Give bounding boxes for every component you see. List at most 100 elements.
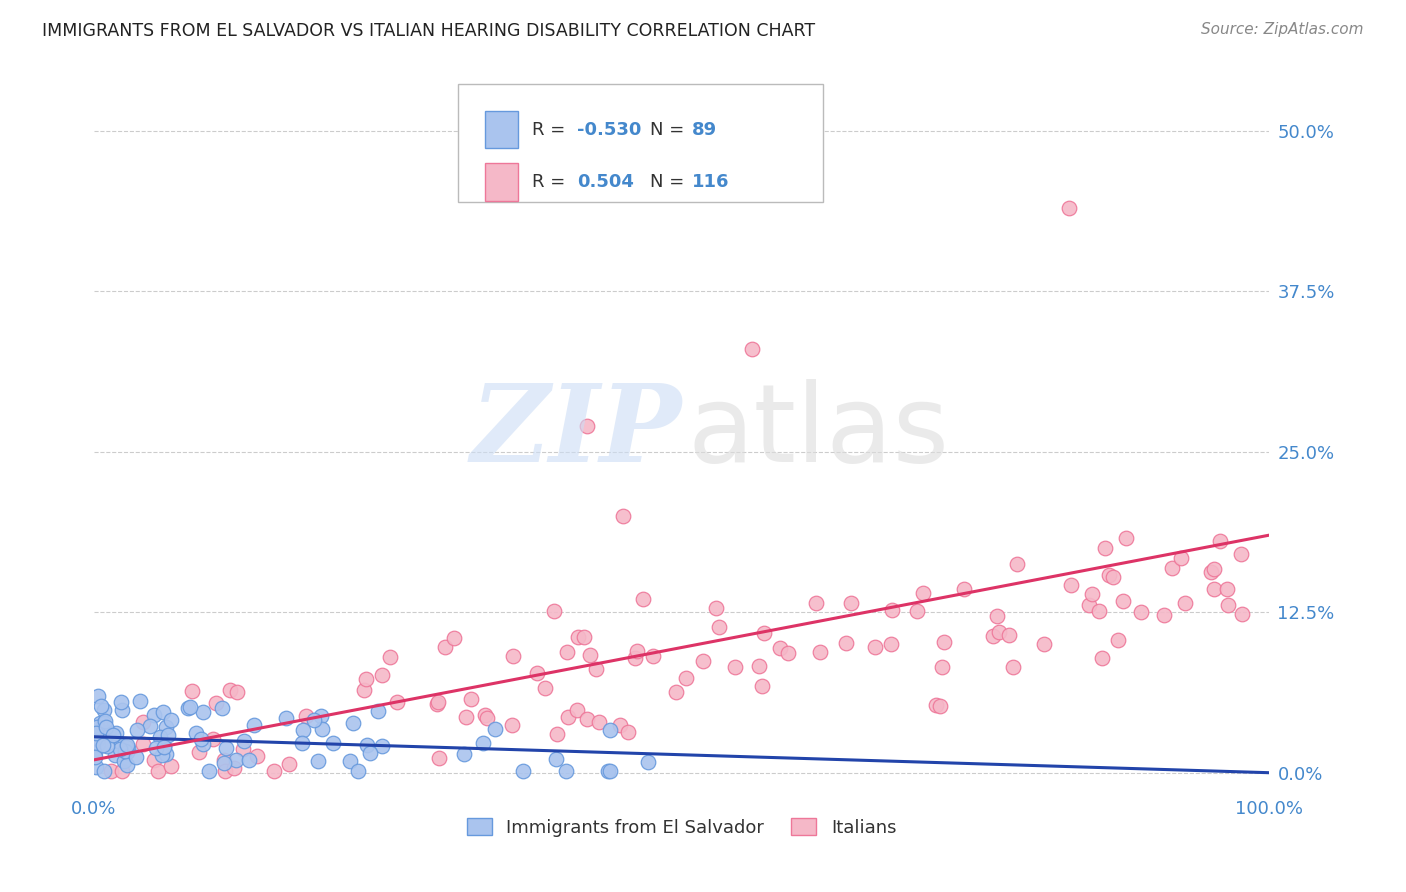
Point	[93, 764, 115, 779]
Point	[928, 699, 950, 714]
Point	[1081, 587, 1104, 601]
Point	[367, 704, 389, 718]
Point	[453, 747, 475, 761]
Point	[353, 683, 375, 698]
Point	[84, 725, 107, 739]
Point	[238, 753, 260, 767]
Point	[263, 764, 285, 779]
Point	[385, 695, 408, 709]
Point	[643, 648, 665, 663]
Text: N =: N =	[650, 173, 690, 191]
Point	[232, 742, 254, 756]
Point	[114, 744, 136, 758]
Point	[880, 637, 903, 651]
Point	[460, 692, 482, 706]
Point	[311, 723, 333, 737]
Point	[434, 640, 457, 654]
Point	[89, 716, 111, 731]
Point	[778, 646, 800, 660]
Point	[1102, 570, 1125, 584]
Point	[322, 736, 344, 750]
Point	[152, 739, 174, 753]
Point	[768, 641, 790, 656]
Point	[575, 712, 598, 726]
Point	[617, 725, 640, 739]
Point	[1107, 632, 1129, 647]
Point	[633, 591, 655, 606]
Point	[1199, 565, 1222, 579]
Point	[104, 726, 127, 740]
Point	[931, 660, 953, 674]
Point	[143, 708, 166, 723]
Point	[87, 690, 110, 704]
Point	[427, 695, 450, 709]
Point	[94, 720, 117, 734]
Point	[512, 764, 534, 779]
Point	[150, 748, 173, 763]
Point	[834, 635, 856, 649]
Point	[612, 508, 634, 523]
Point	[97, 726, 120, 740]
Point	[91, 738, 114, 752]
Point	[1202, 562, 1225, 576]
Point	[526, 666, 548, 681]
Point	[181, 683, 204, 698]
Point	[502, 649, 524, 664]
Point	[225, 685, 247, 699]
Point	[152, 706, 174, 720]
Point	[546, 727, 568, 741]
Point	[1170, 551, 1192, 566]
Point	[988, 624, 1011, 639]
Point	[579, 648, 602, 663]
Point	[115, 738, 138, 752]
Point	[981, 629, 1004, 643]
Point	[153, 739, 176, 754]
Text: 89: 89	[692, 120, 717, 139]
Point	[139, 719, 162, 733]
Point	[93, 716, 115, 731]
Point	[295, 708, 318, 723]
Point	[576, 419, 599, 434]
Point	[598, 764, 620, 779]
Point	[156, 727, 179, 741]
Point	[278, 756, 301, 771]
Point	[475, 711, 498, 725]
Point	[572, 630, 595, 644]
Point	[198, 764, 221, 779]
Point	[132, 714, 155, 729]
Point	[90, 698, 112, 713]
Point	[155, 720, 177, 734]
Point	[534, 681, 557, 695]
Point	[114, 754, 136, 768]
Point	[274, 711, 297, 725]
Point	[1174, 596, 1197, 610]
Point	[115, 758, 138, 772]
Point	[443, 631, 465, 645]
Point	[1111, 594, 1133, 608]
Point	[188, 745, 211, 759]
Point	[155, 747, 177, 761]
Point	[84, 745, 107, 759]
Point	[1208, 534, 1230, 549]
Text: 0.504: 0.504	[576, 173, 634, 191]
Point	[205, 696, 228, 710]
Point	[751, 679, 773, 693]
Point	[211, 701, 233, 715]
Point	[998, 627, 1021, 641]
Point	[1087, 604, 1109, 618]
Point	[905, 604, 928, 618]
Point	[426, 697, 449, 711]
Point	[544, 752, 567, 766]
Point	[84, 749, 107, 764]
Text: 116: 116	[692, 173, 730, 191]
Point	[675, 671, 697, 685]
Point	[704, 601, 727, 615]
Point	[117, 740, 139, 755]
Point	[986, 609, 1008, 624]
Point	[179, 700, 201, 714]
Bar	[485, 111, 519, 148]
Text: atlas: atlas	[688, 379, 949, 485]
Point	[142, 753, 165, 767]
Point	[104, 747, 127, 762]
Point	[87, 737, 110, 751]
